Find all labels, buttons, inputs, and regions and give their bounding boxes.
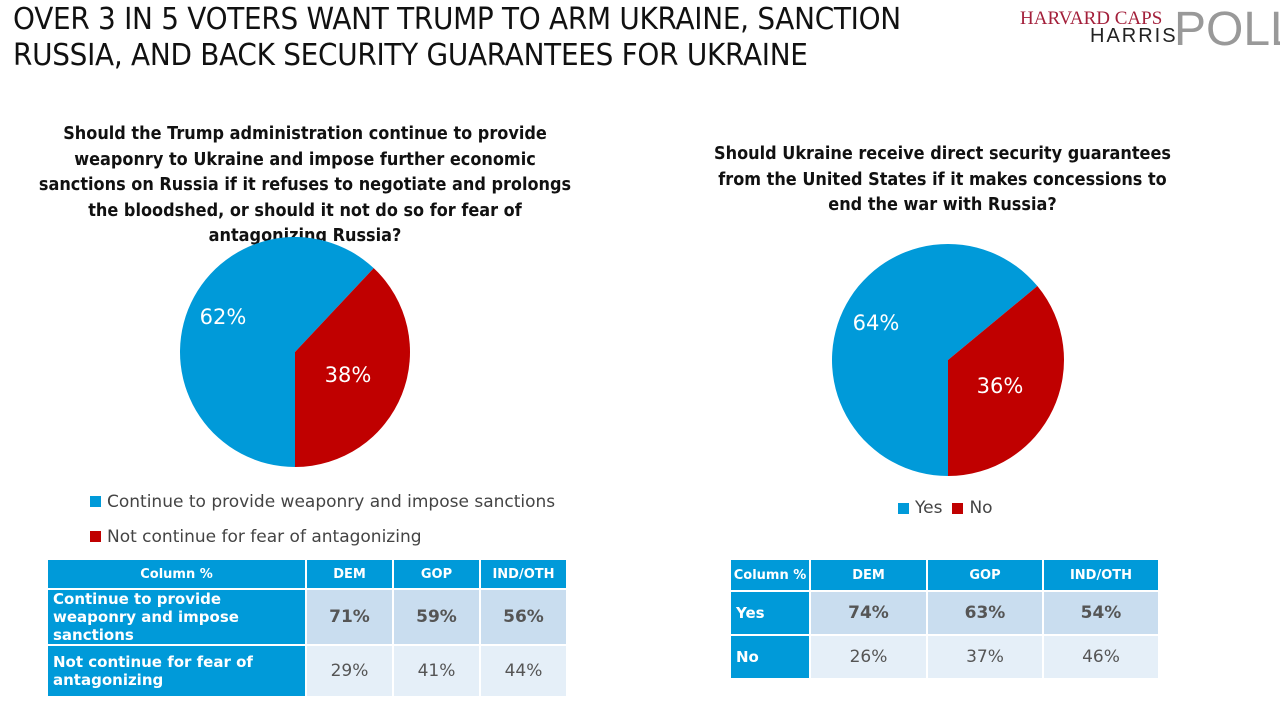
table-header: DEM [811, 560, 926, 590]
pie-chart-left: 62% 38% [179, 236, 410, 467]
legend-label: Continue to provide weaponry and impose … [107, 491, 556, 512]
row-label: Continue to provide weaponry and impose … [48, 590, 305, 644]
legend-label: Not continue for fear of antagonizing [107, 526, 422, 547]
crosstab-table-right: Column % DEM GOP IND/OTH Yes 74% 63% 54% No 26%… [729, 558, 1160, 680]
table-header: GOP [928, 560, 1042, 590]
pie-data-label: 62% [200, 305, 247, 329]
cell: 37% [928, 636, 1042, 678]
row-label: No [731, 636, 809, 678]
row-label: Yes [731, 592, 809, 634]
crosstab-table-left: Column % DEM GOP IND/OTH Continue to provid… [46, 558, 568, 698]
legend-swatch-blue [90, 496, 101, 507]
table-header: GOP [394, 560, 479, 588]
cell: 29% [307, 646, 392, 696]
pie-data-label: 38% [325, 363, 372, 387]
table-header: DEM [307, 560, 392, 588]
legend-swatch-red [90, 531, 101, 542]
table-header: Column % [731, 560, 809, 590]
table-header: Column % [48, 560, 305, 588]
table-header: IND/OTH [1044, 560, 1158, 590]
page-title: OVER 3 IN 5 VOTERS WANT TRUMP TO ARM UKR… [13, 2, 901, 73]
legend-swatch-blue [898, 502, 909, 514]
cell: 56% [481, 590, 566, 644]
pie-slice-blue [832, 244, 1038, 476]
cell: 71% [307, 590, 392, 644]
table-header: IND/OTH [481, 560, 566, 588]
cell: 44% [481, 646, 566, 696]
legend-item: Yes [898, 498, 942, 518]
pie-data-label: 64% [853, 311, 900, 335]
pie-slice-blue [179, 236, 374, 467]
legend-item: Continue to provide weaponry and impose … [90, 484, 555, 519]
table-row: Yes 74% 63% 54% [731, 592, 1158, 634]
cell: 63% [928, 592, 1042, 634]
legend-swatch-red [952, 502, 964, 514]
legend-item: Not continue for fear of antagonizing [90, 519, 555, 554]
pie-chart-right: 64% 36% [832, 244, 1064, 476]
logo-poll: POLL [1174, 3, 1280, 56]
pie-slice-red [948, 286, 1064, 476]
cell: 74% [811, 592, 926, 634]
row-label: Not continue for fear of antagonizing [48, 646, 305, 696]
question-right: Should Ukraine receive direct security g… [714, 144, 1171, 215]
cell: 26% [811, 636, 926, 678]
cell: 59% [394, 590, 479, 644]
legend-right: Yes No [898, 498, 993, 518]
table-row: No 26% 37% 46% [731, 636, 1158, 678]
cell: 46% [1044, 636, 1158, 678]
pie-data-label: 36% [977, 374, 1024, 398]
legend-left: Continue to provide weaponry and impose … [90, 484, 555, 554]
legend-item: No [952, 498, 993, 518]
legend-label: No [969, 498, 993, 518]
cell: 41% [394, 646, 479, 696]
logo-harvard-caps: HARVARD CAPS [1020, 8, 1163, 29]
logo-harris: HARRIS [1090, 25, 1178, 47]
table-row: Not continue for fear of antagonizing 29%… [48, 646, 566, 696]
question-left: Should the Trump administration continue… [38, 124, 572, 246]
pie-slice-red [295, 268, 410, 467]
table-row: Continue to provide weaponry and impose … [48, 590, 566, 644]
legend-label: Yes [915, 498, 943, 518]
cell: 54% [1044, 592, 1158, 634]
